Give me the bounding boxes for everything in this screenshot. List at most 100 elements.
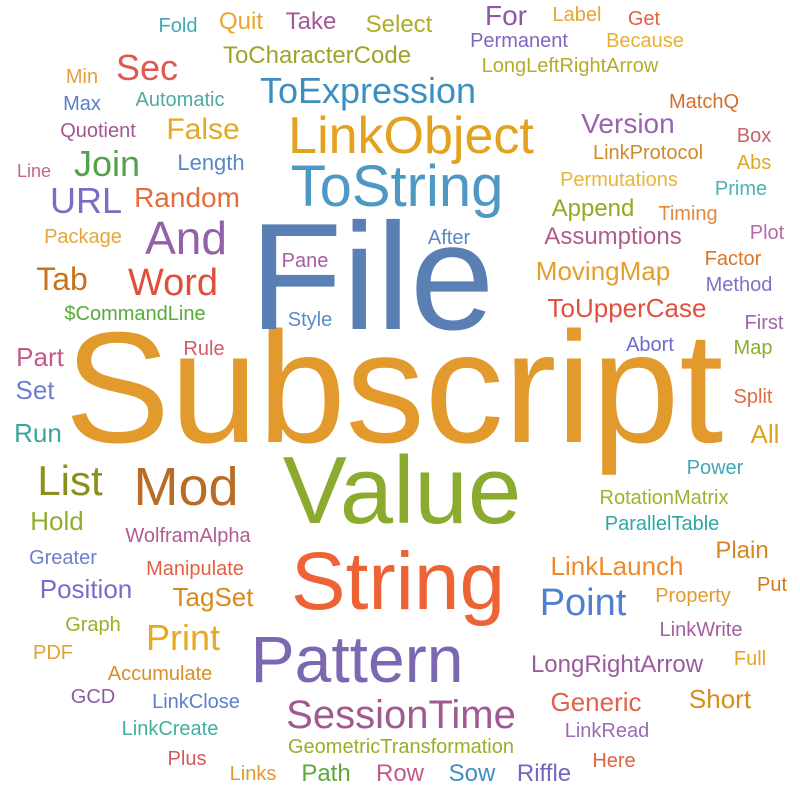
word-generic: Generic bbox=[550, 687, 642, 717]
word-movingmap: MovingMap bbox=[535, 256, 671, 286]
word-tagset: TagSet bbox=[172, 582, 254, 612]
word-linkprotocol: LinkProtocol bbox=[592, 142, 704, 164]
word-timing: Timing bbox=[658, 203, 718, 225]
word-length: Length bbox=[177, 150, 245, 175]
word-linkread: LinkRead bbox=[564, 720, 650, 742]
word-full: Full bbox=[733, 648, 767, 670]
word-random: Random bbox=[134, 182, 240, 213]
word-pdf: PDF bbox=[33, 642, 73, 664]
word-line: Line bbox=[16, 161, 52, 181]
word-all: All bbox=[750, 419, 780, 449]
word-factor: Factor bbox=[704, 248, 762, 270]
word-style: Style bbox=[287, 309, 333, 331]
word-longleftrightarrow: LongLeftRightArrow bbox=[481, 55, 659, 77]
word-manipulate: Manipulate bbox=[146, 558, 244, 580]
word-append: Append bbox=[551, 195, 635, 222]
word-paralleltable: ParallelTable bbox=[604, 513, 720, 535]
word-method: Method bbox=[705, 274, 773, 296]
word-toexpression: ToExpression bbox=[259, 70, 477, 111]
word-links: Links bbox=[229, 763, 277, 785]
word-graph: Graph bbox=[65, 614, 121, 636]
word-permanent: Permanent bbox=[470, 30, 568, 52]
word-property: Property bbox=[655, 585, 731, 607]
word-pane: Pane bbox=[281, 250, 329, 272]
word-label: Label bbox=[552, 4, 602, 26]
word-set: Set bbox=[15, 375, 55, 405]
word-linkwrite: LinkWrite bbox=[659, 619, 743, 641]
word-rule: Rule bbox=[183, 338, 225, 360]
word-sessiontime: SessionTime bbox=[286, 693, 516, 737]
word-quit: Quit bbox=[218, 8, 264, 35]
word-box: Box bbox=[736, 125, 772, 147]
word-select: Select bbox=[365, 11, 433, 38]
word-word: Word bbox=[127, 262, 219, 304]
word-sec: Sec bbox=[115, 47, 179, 88]
word-version: Version bbox=[581, 108, 675, 139]
word-url: URL bbox=[49, 180, 123, 221]
word-abs: Abs bbox=[736, 152, 772, 174]
word-tocharactercode: ToCharacterCode bbox=[222, 42, 412, 69]
word-greater: Greater bbox=[29, 547, 97, 569]
word-matchq: MatchQ bbox=[668, 91, 740, 113]
word-geometrictransformation: GeometricTransformation bbox=[288, 736, 514, 758]
word-hold: Hold bbox=[30, 506, 84, 536]
word-linkclose: LinkClose bbox=[152, 691, 240, 713]
word-prime: Prime bbox=[714, 178, 768, 200]
word-wolframalpha: WolframAlpha bbox=[125, 525, 251, 547]
word-fold: Fold bbox=[158, 15, 198, 37]
word-linkcreate: LinkCreate bbox=[121, 718, 219, 740]
word-for: For bbox=[485, 0, 527, 31]
word-permutations: Permutations bbox=[560, 169, 678, 191]
word-automatic: Automatic bbox=[135, 89, 225, 111]
word-touppercase: ToUpperCase bbox=[547, 293, 707, 323]
word-gcd: GCD bbox=[70, 686, 116, 708]
word-part: Part bbox=[16, 342, 64, 372]
word-plain: Plain bbox=[715, 537, 769, 564]
word-string: String bbox=[290, 536, 506, 627]
word-power: Power bbox=[686, 457, 744, 479]
word-first: First bbox=[744, 312, 784, 334]
word-linklaunch: LinkLaunch bbox=[550, 551, 684, 581]
word-and: And bbox=[145, 212, 227, 264]
word-row: Row bbox=[375, 760, 425, 787]
word-quotient: Quotient bbox=[60, 120, 136, 142]
word-after: After bbox=[427, 227, 471, 249]
word-sow: Sow bbox=[448, 760, 496, 787]
word-split: Split bbox=[733, 386, 773, 408]
word-max: Max bbox=[63, 93, 101, 115]
word-list: List bbox=[37, 457, 103, 504]
word-min: Min bbox=[65, 66, 99, 88]
word-subscript: Subscript bbox=[64, 300, 724, 476]
word-file: File bbox=[249, 192, 495, 362]
word-here: Here bbox=[592, 750, 636, 772]
word-plot: Plot bbox=[749, 222, 785, 244]
word-package: Package bbox=[44, 226, 122, 248]
word-point: Point bbox=[539, 582, 627, 624]
word-because: Because bbox=[606, 30, 684, 52]
word-mod: Mod bbox=[133, 457, 239, 517]
word-rotationmatrix: RotationMatrix bbox=[599, 487, 729, 509]
word-plus: Plus bbox=[167, 748, 207, 770]
word-value: Value bbox=[282, 437, 522, 544]
word-map: Map bbox=[733, 337, 773, 359]
word-false: False bbox=[166, 113, 240, 146]
word-accumulate: Accumulate bbox=[107, 663, 213, 685]
word-path: Path bbox=[301, 760, 351, 787]
word-pattern: Pattern bbox=[250, 622, 464, 696]
word-position: Position bbox=[39, 574, 133, 604]
word-run: Run bbox=[14, 418, 62, 448]
word-linkobject: LinkObject bbox=[288, 107, 534, 165]
word-abort: Abort bbox=[626, 334, 674, 356]
word-longrightarrow: LongRightArrow bbox=[530, 651, 704, 678]
word-get: Get bbox=[627, 8, 661, 30]
word-commandline: $CommandLine bbox=[64, 303, 206, 325]
word-riffle: Riffle bbox=[516, 760, 572, 787]
word-put: Put bbox=[756, 574, 788, 596]
word-tostring: ToString bbox=[290, 154, 504, 219]
word-join: Join bbox=[73, 143, 141, 184]
word-take: Take bbox=[285, 8, 337, 35]
word-short: Short bbox=[688, 684, 752, 714]
word-assumptions: Assumptions bbox=[544, 223, 682, 250]
word-print: Print bbox=[145, 617, 221, 658]
